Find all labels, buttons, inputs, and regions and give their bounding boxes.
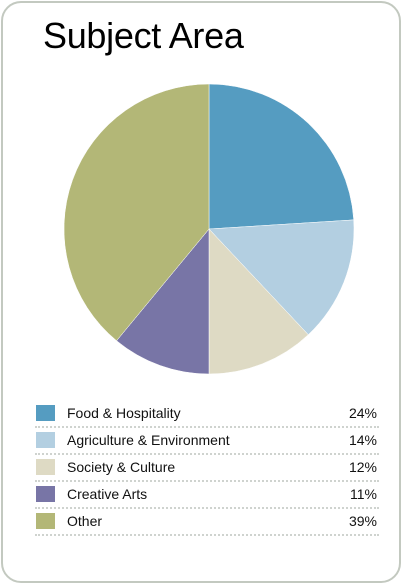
legend-swatch xyxy=(36,432,55,448)
pie-slice-society-culture xyxy=(208,228,309,375)
legend-value: 24% xyxy=(348,405,377,421)
legend-item-agriculture-environment: Agriculture & Environment 14% xyxy=(35,428,379,455)
pie-svg xyxy=(63,83,355,375)
legend-label: Society & Culture xyxy=(67,459,176,475)
legend-value: 14% xyxy=(348,432,377,448)
legend-swatch xyxy=(36,486,55,502)
pie-chart xyxy=(63,83,355,375)
legend-swatch xyxy=(36,405,55,421)
chart-card: Subject Area Food & Hospitality 24% Agricu… xyxy=(1,1,401,583)
legend-value: 11% xyxy=(350,486,377,502)
pie-slice-agriculture-environment xyxy=(208,219,355,336)
legend-label: Other xyxy=(67,513,103,529)
pie-slice-other xyxy=(63,83,210,342)
legend-item-society-culture: Society & Culture 12% xyxy=(35,455,379,482)
pie-slice-creative-arts xyxy=(116,228,210,375)
legend-swatch xyxy=(36,513,55,529)
legend-swatch xyxy=(36,459,55,475)
legend-label: Food & Hospitality xyxy=(67,405,181,421)
legend-item-creative-arts: Creative Arts 11% xyxy=(35,482,379,509)
legend-item-food-hospitality: Food & Hospitality 24% xyxy=(35,401,379,428)
legend-value: 12% xyxy=(348,459,377,475)
chart-title: Subject Area xyxy=(43,15,244,56)
pie-slice-food-hospitality xyxy=(208,83,354,230)
legend-label: Agriculture & Environment xyxy=(67,432,230,448)
legend-label: Creative Arts xyxy=(67,486,148,502)
legend-value: 39% xyxy=(348,513,377,529)
legend-item-other: Other 39% xyxy=(35,509,379,536)
legend: Food & Hospitality 24% Agriculture & Envir… xyxy=(35,401,379,536)
